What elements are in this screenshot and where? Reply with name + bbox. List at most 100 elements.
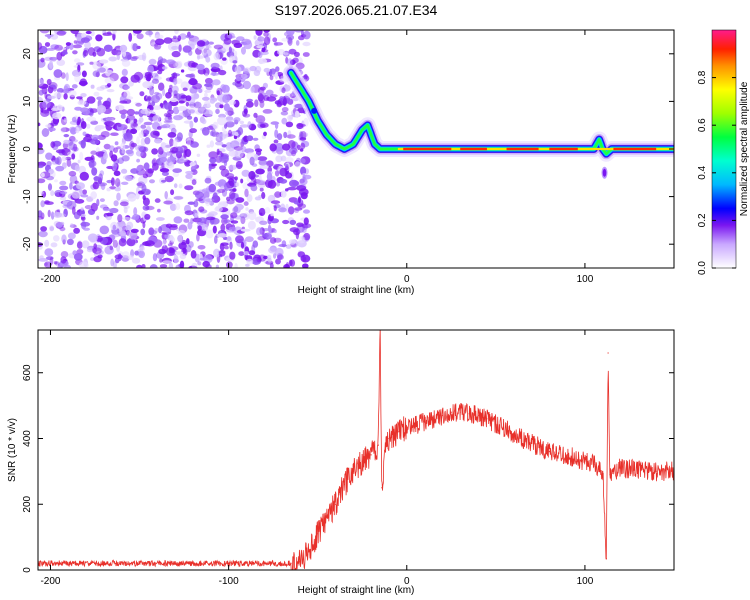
- noise-speckle: [302, 52, 310, 57]
- noise-speckle: [81, 109, 91, 115]
- noise-speckle: [100, 84, 109, 90]
- noise-speckle: [38, 210, 43, 218]
- noise-speckle: [96, 198, 100, 207]
- noise-speckle: [83, 49, 89, 57]
- noise-speckle: [99, 204, 108, 209]
- noise-speckle: [182, 87, 188, 92]
- noise-speckle: [145, 108, 151, 116]
- noise-speckle: [145, 205, 155, 211]
- y-tick-label: 400: [22, 430, 33, 447]
- noise-speckle: [235, 182, 240, 187]
- snr-point: [326, 516, 328, 519]
- noise-speckle: [97, 134, 106, 140]
- noise-speckle: [289, 219, 297, 225]
- noise-speckle: [201, 127, 210, 136]
- noise-speckle: [240, 241, 245, 249]
- noise-speckle: [281, 117, 288, 125]
- noise-speckle: [50, 120, 54, 130]
- x-tick-label: 0: [404, 576, 410, 587]
- noise-speckle: [212, 192, 218, 201]
- noise-speckle: [220, 43, 231, 52]
- noise-speckle: [269, 143, 277, 152]
- noise-speckle: [121, 155, 130, 162]
- noise-speckle: [263, 36, 271, 46]
- colorbar-tick-label: 0.4: [697, 165, 708, 179]
- noise-speckle: [119, 201, 129, 207]
- noise-speckle: [93, 176, 100, 182]
- noise-speckle: [76, 249, 84, 255]
- noise-speckle: [233, 206, 239, 213]
- noise-speckle: [180, 69, 185, 73]
- noise-speckle: [210, 62, 220, 70]
- noise-speckle: [51, 57, 57, 62]
- noise-speckle: [262, 109, 273, 114]
- noise-speckle: [73, 58, 81, 63]
- noise-speckle: [201, 223, 209, 232]
- noise-speckle: [57, 265, 61, 268]
- noise-speckle: [235, 76, 242, 82]
- noise-speckle: [173, 183, 178, 189]
- noise-speckle: [119, 230, 127, 237]
- noise-speckle: [49, 60, 53, 69]
- noise-speckle: [71, 84, 78, 89]
- noise-speckle: [147, 65, 155, 73]
- noise-speckle: [73, 227, 80, 234]
- noise-speckle: [111, 232, 121, 238]
- noise-speckle: [248, 211, 257, 221]
- noise-speckle: [44, 239, 50, 247]
- noise-speckle: [226, 261, 233, 268]
- noise-speckle: [38, 142, 43, 150]
- noise-speckle: [243, 212, 250, 220]
- noise-speckle: [49, 84, 56, 88]
- noise-speckle: [240, 73, 248, 79]
- noise-speckle: [110, 258, 115, 267]
- noise-speckle: [65, 45, 70, 50]
- noise-speckle: [158, 226, 163, 234]
- noise-speckle: [85, 30, 92, 35]
- noise-speckle: [128, 231, 138, 240]
- noise-speckle: [205, 56, 211, 63]
- noise-speckle: [134, 111, 139, 115]
- noise-speckle: [238, 251, 245, 256]
- noise-speckle: [81, 70, 87, 78]
- noise-speckle: [44, 248, 54, 257]
- noise-speckle: [164, 144, 171, 148]
- noise-speckle: [253, 35, 257, 40]
- noise-speckle: [76, 182, 85, 190]
- noise-speckle: [173, 216, 183, 224]
- noise-speckle: [116, 192, 121, 201]
- noise-speckle: [69, 135, 76, 142]
- noise-speckle: [230, 212, 238, 219]
- snr-point: [308, 551, 310, 553]
- noise-speckle: [288, 239, 296, 245]
- noise-speckle: [76, 241, 83, 249]
- colorbar-label: Normalized spectral amplitude: [739, 81, 750, 216]
- snr-point: [361, 460, 363, 463]
- noise-speckle: [152, 105, 162, 110]
- noise-speckle: [208, 163, 212, 172]
- noise-speckle: [77, 100, 87, 106]
- noise-speckle: [138, 250, 146, 259]
- noise-speckle: [147, 102, 152, 111]
- noise-speckle: [40, 191, 44, 195]
- noise-speckle: [299, 148, 304, 152]
- noise-speckle: [53, 91, 63, 99]
- snr-point: [605, 557, 607, 560]
- noise-speckle: [81, 32, 87, 38]
- snr-series-line: [38, 330, 674, 570]
- noise-speckle: [136, 264, 143, 268]
- noise-speckle: [63, 85, 69, 95]
- noise-speckle: [254, 196, 262, 201]
- noise-speckle: [97, 182, 108, 187]
- noise-speckle: [243, 201, 249, 206]
- snr-point: [495, 423, 497, 425]
- noise-speckle: [90, 202, 98, 212]
- noise-speckle: [178, 44, 182, 52]
- noise-speckle: [77, 116, 81, 125]
- noise-speckle: [215, 141, 224, 146]
- x-tick-label: -200: [40, 576, 60, 587]
- noise-speckle: [136, 33, 144, 40]
- noise-speckle: [252, 240, 259, 248]
- noise-speckle: [160, 142, 167, 149]
- noise-speckle: [136, 165, 142, 172]
